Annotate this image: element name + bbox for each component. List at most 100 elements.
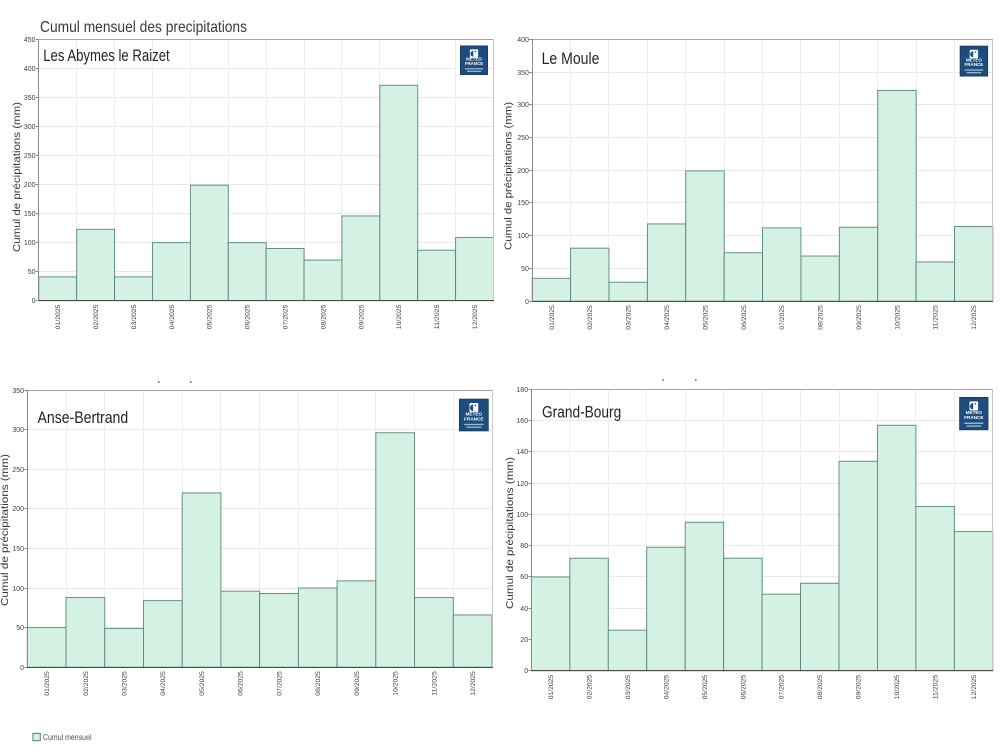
svg-text:FRANCE: FRANCE (465, 61, 484, 66)
svg-text:06/2025: 06/2025 (740, 674, 747, 699)
svg-text:150: 150 (24, 211, 36, 218)
svg-text:150: 150 (517, 200, 529, 207)
svg-text:09/2025: 09/2025 (856, 305, 863, 330)
svg-text:07/2025: 07/2025 (779, 674, 786, 699)
svg-text:Cumul de précipitations (mm): Cumul de précipitations (mm) (504, 102, 515, 250)
svg-text:01/2025: 01/2025 (55, 304, 62, 329)
svg-text:300: 300 (12, 427, 24, 434)
svg-text:10/2025: 10/2025 (396, 304, 403, 329)
svg-text:05/2025: 05/2025 (199, 671, 206, 696)
svg-text:01/2025: 01/2025 (549, 305, 556, 330)
svg-text:Le Moule: Le Moule (542, 50, 600, 68)
svg-text:METEO: METEO (466, 57, 482, 62)
svg-text:09/2025: 09/2025 (358, 304, 365, 329)
svg-text:11/2025: 11/2025 (431, 671, 438, 696)
svg-text:450: 450 (24, 37, 36, 44)
svg-text:08/2025: 08/2025 (320, 304, 327, 329)
svg-text:20: 20 (520, 637, 528, 644)
svg-text:09/2025: 09/2025 (354, 671, 361, 696)
svg-text:Grand-Bourg: Grand-Bourg (542, 404, 621, 422)
svg-text:04/2025: 04/2025 (160, 671, 167, 696)
svg-text:03/2025: 03/2025 (131, 304, 138, 329)
svg-text:0: 0 (525, 299, 529, 306)
svg-text:400: 400 (517, 37, 529, 44)
svg-text:140: 140 (516, 449, 528, 456)
svg-text:FRANCE: FRANCE (964, 415, 984, 421)
svg-text:07/2025: 07/2025 (779, 305, 786, 330)
svg-text:250: 250 (12, 467, 24, 474)
svg-text:0: 0 (32, 298, 36, 305)
svg-text:250: 250 (517, 135, 529, 142)
svg-text:METEO: METEO (466, 411, 483, 417)
svg-text:07/2025: 07/2025 (276, 671, 283, 696)
svg-text:METEO: METEO (966, 410, 983, 416)
svg-text:100: 100 (516, 512, 528, 519)
svg-text:11/2025: 11/2025 (933, 305, 940, 330)
svg-text:09/2025: 09/2025 (856, 674, 863, 699)
svg-text:04/2025: 04/2025 (664, 305, 671, 330)
svg-text:03/2025: 03/2025 (625, 674, 632, 699)
svg-text:Anse-Bertrand: Anse-Bertrand (38, 409, 129, 427)
svg-text:04/2025: 04/2025 (663, 674, 670, 699)
svg-text:40: 40 (520, 606, 528, 613)
svg-text:Cumul mensuel des precipitatio: Cumul mensuel des precipitations (40, 19, 247, 36)
svg-text:100: 100 (12, 586, 24, 593)
svg-text:12/2025: 12/2025 (470, 671, 477, 696)
svg-text:04/2025: 04/2025 (169, 304, 176, 329)
svg-text:80: 80 (520, 543, 528, 550)
svg-text:Les Abymes le Raizet: Les Abymes le Raizet (43, 47, 170, 65)
svg-text:05/2025: 05/2025 (702, 674, 709, 699)
svg-text:07/2025: 07/2025 (283, 304, 290, 329)
svg-text:Cumul de précipitations (mm): Cumul de précipitations (mm) (0, 454, 11, 606)
svg-text:12/2025: 12/2025 (971, 674, 978, 699)
svg-text:60: 60 (520, 574, 528, 581)
svg-text:08/2025: 08/2025 (817, 674, 824, 699)
svg-text:200: 200 (12, 506, 24, 513)
svg-text:06/2025: 06/2025 (245, 304, 252, 329)
svg-text:120: 120 (516, 481, 528, 488)
svg-text:06/2025: 06/2025 (741, 305, 748, 330)
svg-text:11/2025: 11/2025 (434, 304, 441, 329)
svg-text:50: 50 (16, 625, 24, 632)
svg-text:FRANCE: FRANCE (965, 62, 984, 67)
svg-text:02/2025: 02/2025 (83, 671, 90, 696)
svg-text:Cumul mensuel: Cumul mensuel (43, 733, 92, 742)
svg-text:02/2025: 02/2025 (93, 304, 100, 329)
svg-text:05/2025: 05/2025 (207, 304, 214, 329)
svg-text:200: 200 (517, 168, 529, 175)
svg-text:180: 180 (516, 387, 528, 394)
svg-text:02/2025: 02/2025 (586, 674, 593, 699)
svg-text:11/2025: 11/2025 (933, 674, 940, 699)
svg-text:12/2025: 12/2025 (971, 305, 978, 330)
svg-text:50: 50 (521, 266, 529, 273)
svg-text:03/2025: 03/2025 (122, 671, 129, 696)
svg-text:01/2025: 01/2025 (548, 674, 555, 699)
svg-text:160: 160 (516, 418, 528, 425)
svg-text:METEO: METEO (966, 58, 982, 63)
svg-text:300: 300 (24, 124, 36, 131)
svg-text:0: 0 (20, 665, 24, 672)
svg-text:50: 50 (28, 269, 36, 276)
svg-text:350: 350 (517, 70, 529, 77)
svg-text:05/2025: 05/2025 (702, 305, 709, 330)
svg-text:01/2025: 01/2025 (44, 671, 51, 696)
svg-text:250: 250 (24, 153, 36, 160)
svg-text:200: 200 (24, 182, 36, 189)
svg-text:12/2025: 12/2025 (472, 304, 479, 329)
svg-text:Cumul de précipitations (mm): Cumul de précipitations (mm) (505, 457, 516, 609)
svg-text:350: 350 (24, 95, 36, 102)
svg-text:350: 350 (12, 388, 24, 395)
svg-text:Cumul de précipitations (mm): Cumul de précipitations (mm) (12, 102, 23, 252)
svg-text:150: 150 (12, 546, 24, 553)
svg-text:02/2025: 02/2025 (587, 305, 594, 330)
svg-text:100: 100 (517, 233, 529, 240)
svg-text:10/2025: 10/2025 (894, 674, 901, 699)
svg-text:10/2025: 10/2025 (393, 671, 400, 696)
svg-text:08/2025: 08/2025 (315, 671, 322, 696)
svg-text:10/2025: 10/2025 (894, 305, 901, 330)
svg-text:400: 400 (24, 66, 36, 73)
svg-text:06/2025: 06/2025 (238, 671, 245, 696)
svg-text:03/2025: 03/2025 (626, 305, 633, 330)
svg-text:FRANCE: FRANCE (464, 416, 484, 422)
svg-text:08/2025: 08/2025 (818, 305, 825, 330)
